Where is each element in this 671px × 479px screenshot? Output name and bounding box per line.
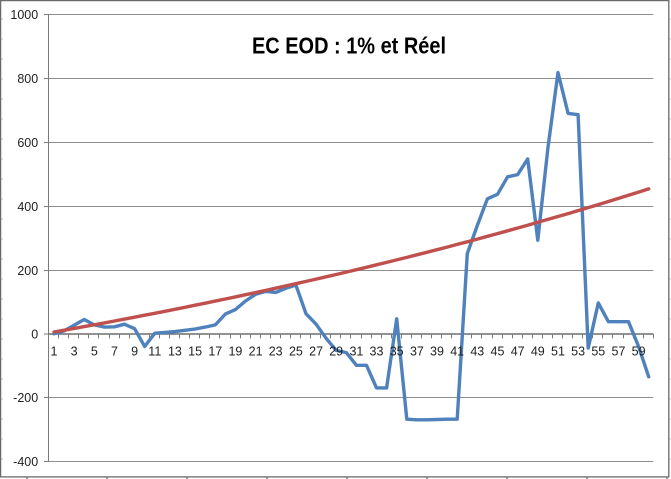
svg-text:13: 13 [168, 345, 182, 359]
svg-text:400: 400 [17, 200, 38, 214]
svg-text:53: 53 [571, 345, 585, 359]
svg-text:31: 31 [349, 345, 363, 359]
svg-text:23: 23 [269, 345, 283, 359]
svg-text:5: 5 [91, 345, 98, 359]
svg-text:43: 43 [470, 345, 484, 359]
svg-text:39: 39 [430, 345, 444, 359]
svg-text:55: 55 [591, 345, 605, 359]
svg-text:17: 17 [208, 345, 222, 359]
svg-text:1: 1 [51, 345, 58, 359]
svg-text:45: 45 [491, 345, 505, 359]
svg-text:41: 41 [450, 345, 464, 359]
svg-text:49: 49 [531, 345, 545, 359]
svg-text:33: 33 [370, 345, 384, 359]
svg-text:-200: -200 [13, 391, 38, 405]
svg-text:-400: -400 [13, 455, 38, 469]
svg-text:57: 57 [612, 345, 626, 359]
svg-text:600: 600 [17, 136, 38, 150]
svg-text:29: 29 [329, 345, 343, 359]
svg-text:9: 9 [131, 345, 138, 359]
svg-text:0: 0 [31, 327, 38, 341]
svg-text:EC EOD : 1% et Réel: EC EOD : 1% et Réel [252, 33, 446, 59]
svg-text:21: 21 [249, 345, 263, 359]
svg-text:19: 19 [228, 345, 242, 359]
svg-text:59: 59 [632, 345, 646, 359]
svg-text:35: 35 [390, 345, 404, 359]
svg-text:37: 37 [410, 345, 424, 359]
svg-text:47: 47 [511, 345, 525, 359]
svg-text:51: 51 [551, 345, 565, 359]
svg-text:1000: 1000 [10, 8, 38, 22]
svg-text:27: 27 [309, 345, 323, 359]
svg-text:200: 200 [17, 264, 38, 278]
svg-text:15: 15 [188, 345, 202, 359]
svg-text:3: 3 [71, 345, 78, 359]
svg-text:11: 11 [148, 345, 161, 359]
svg-text:7: 7 [111, 345, 118, 359]
svg-text:25: 25 [289, 345, 303, 359]
svg-text:800: 800 [17, 72, 38, 86]
